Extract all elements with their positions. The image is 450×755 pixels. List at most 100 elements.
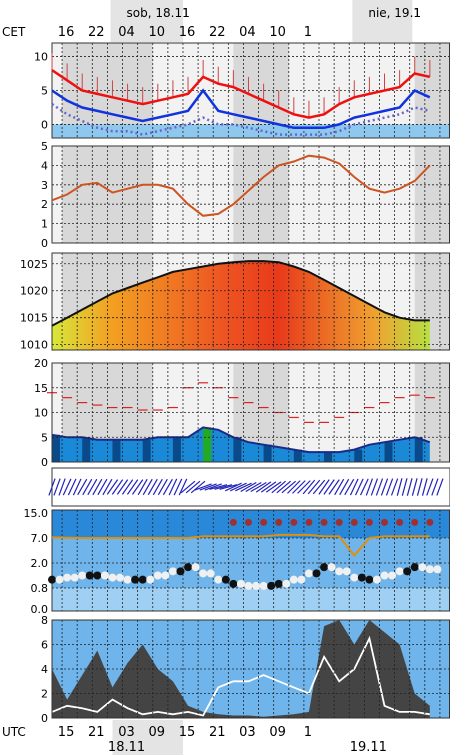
wind-direction-arrow — [302, 479, 316, 495]
wind-direction-arrow — [276, 480, 292, 494]
precip-panel-y-tick: 8 — [41, 614, 48, 627]
wind-panel-y-tick: 5 — [41, 140, 48, 153]
cover-bar — [324, 452, 333, 462]
wind-panel-y-tick: 2 — [41, 198, 48, 211]
wind-panel-y-tick: 4 — [41, 159, 48, 172]
layers-panel-y-tick: 15.0 — [24, 507, 49, 520]
cover-panel-y-tick: 15 — [34, 382, 48, 395]
bottom-hour-label: 03 — [239, 725, 256, 740]
wind-direction-arrow — [265, 481, 282, 493]
wind-direction-arrow — [152, 478, 163, 496]
wind-direction-arrow — [260, 481, 277, 493]
cloud-layer-dot — [221, 575, 230, 584]
wind-direction-arrow — [411, 478, 418, 496]
cloud-high-dot — [290, 518, 298, 526]
cloud-high-dot — [335, 518, 343, 526]
cloud-layer-dot — [244, 581, 253, 590]
cloud-layer-dot — [395, 567, 404, 576]
cloud-layer-dot — [380, 571, 389, 580]
wind-direction-arrow — [245, 481, 262, 493]
top-hour-label: 16 — [179, 25, 196, 40]
wind-panel-night-band — [233, 146, 289, 243]
top-date-label: nie, 19.1 — [368, 6, 421, 20]
wind-direction-arrow — [190, 480, 206, 494]
cover-bar — [52, 434, 60, 462]
cloud-layer-dot — [168, 567, 177, 576]
cloud-layer-dot — [138, 575, 147, 584]
cloud-layer-dot — [259, 581, 268, 590]
top-axis-night-shade — [110, 0, 183, 42]
temperature-panel-y-tick: 5 — [41, 85, 48, 98]
cloud-layer-dot — [335, 567, 344, 576]
cloud-layer-dot — [184, 563, 193, 572]
cloud-high-dot — [426, 518, 434, 526]
temperature-below-zero-band — [52, 124, 450, 138]
cloud-high-dot — [229, 518, 237, 526]
cover-bar — [354, 449, 363, 462]
wind-direction-arrow — [396, 478, 403, 496]
wind-direction-arrow — [82, 478, 93, 496]
wind-direction-arrow — [344, 478, 355, 496]
cloud-layer-dot — [199, 569, 208, 578]
wind-direction-arrow — [312, 479, 326, 495]
wind-direction-arrow — [370, 478, 379, 496]
wind-direction-arrow — [307, 479, 321, 495]
wind-direction-arrow — [168, 478, 178, 496]
wind-direction-arrow — [390, 478, 399, 496]
cloud-layer-dot — [70, 573, 79, 582]
cloud-layer-dot — [289, 575, 298, 584]
cloud-layer-dot — [206, 569, 215, 578]
cloud-high-dot — [396, 518, 404, 526]
bottom-axis-night-shade — [112, 720, 183, 755]
pressure-series-line — [51, 260, 430, 327]
wind-direction-arrow — [48, 478, 56, 496]
cloud-layer-dot — [357, 573, 366, 582]
direction-panel-border — [51, 467, 450, 507]
top-hour-label: 04 — [118, 25, 135, 40]
top-date-label: sob, 18.11 — [127, 6, 190, 20]
wind-direction-arrow — [53, 478, 61, 496]
wind-direction-arrow — [339, 478, 350, 496]
cloud-layer-dot — [146, 575, 155, 584]
cloud-layer-dot — [176, 567, 185, 576]
wind-direction-arrow — [92, 478, 103, 496]
freezing-level-series-line — [51, 533, 430, 558]
cloud-layer-dot — [108, 573, 117, 582]
bottom-hour-label: 15 — [58, 725, 75, 740]
wind-direction-arrow — [72, 478, 82, 496]
cloud-high-dot — [411, 518, 419, 526]
wind-direction-arrow — [271, 480, 286, 494]
wind-panel-night-band — [414, 146, 450, 243]
wind-direction-arrow — [185, 480, 201, 494]
wind-direction-arrow — [106, 479, 119, 495]
bottom-timezone-label: UTC — [2, 725, 26, 739]
cloud-high-dot — [350, 518, 358, 526]
cloud-layer-dot — [372, 575, 381, 584]
wind-direction-arrow — [87, 478, 98, 496]
precip-panel-y-tick: 0 — [41, 712, 48, 725]
top-hour-label: 22 — [88, 25, 105, 40]
cloud-layer-dot — [252, 581, 261, 590]
wind-direction-arrow — [219, 484, 238, 490]
wind-direction-arrow — [194, 483, 212, 491]
cloud-layer-dot — [63, 573, 72, 582]
wind-direction-arrow — [380, 478, 389, 496]
cloud-layer-dot — [282, 579, 291, 588]
cloud-layer-dot — [274, 579, 283, 588]
precip-dark-area — [52, 620, 430, 718]
bottom-hour-label: 09 — [148, 725, 165, 740]
wind-direction-arrow — [111, 479, 124, 495]
wind-direction-arrow — [62, 478, 72, 496]
layers-panel-y-tick: 7.0 — [31, 532, 49, 545]
cloud-high-dot — [381, 518, 389, 526]
pressure-panel-y-tick: 1025 — [20, 258, 48, 271]
top-hour-label: 10 — [148, 25, 165, 40]
cloud-layer-dot — [312, 569, 321, 578]
bottom-hour-label: 09 — [269, 725, 286, 740]
bottom-hour-label: 21 — [209, 725, 226, 740]
wind-panel-y-tick: 3 — [41, 179, 48, 192]
cover-bar — [293, 449, 302, 462]
cloud-layer-dot — [85, 571, 94, 580]
wind-direction-arrow — [214, 484, 233, 490]
wind-direction-arrow — [328, 479, 340, 495]
